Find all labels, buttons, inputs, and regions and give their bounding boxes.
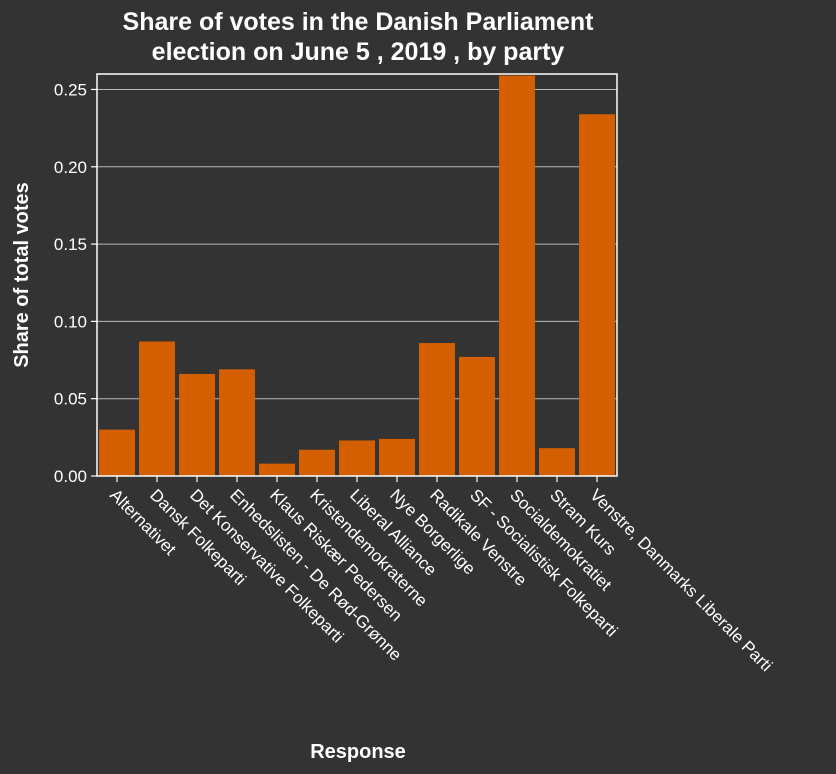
y-tick-label: 0.20 — [54, 158, 87, 177]
y-tick-label: 0.00 — [54, 467, 87, 486]
bar — [499, 75, 535, 477]
y-axis-ticks: 0.00 0.05 0.10 0.15 0.20 0.25 — [54, 80, 97, 486]
y-tick-label: 0.10 — [54, 312, 87, 331]
y-tick-label: 0.05 — [54, 390, 87, 409]
bar — [299, 449, 335, 476]
chart-title-line-2: election on June 5 , 2019 , by party — [152, 38, 565, 66]
bar — [139, 341, 175, 476]
bar — [579, 114, 615, 476]
y-axis-label: Share of total votes — [11, 182, 33, 368]
bar — [379, 438, 415, 476]
bars — [99, 75, 615, 477]
x-axis-label: Response — [310, 741, 406, 763]
bar — [259, 463, 295, 476]
bar — [179, 373, 215, 476]
y-tick-label: 0.25 — [54, 80, 87, 99]
chart-title-line-1: Share of votes in the Danish Parliament — [123, 8, 595, 36]
bar — [99, 429, 135, 476]
bar — [219, 369, 255, 476]
bar — [419, 343, 455, 476]
y-tick-label: 0.15 — [54, 235, 87, 254]
bar — [339, 440, 375, 476]
bar — [539, 448, 575, 476]
bar — [459, 356, 495, 476]
